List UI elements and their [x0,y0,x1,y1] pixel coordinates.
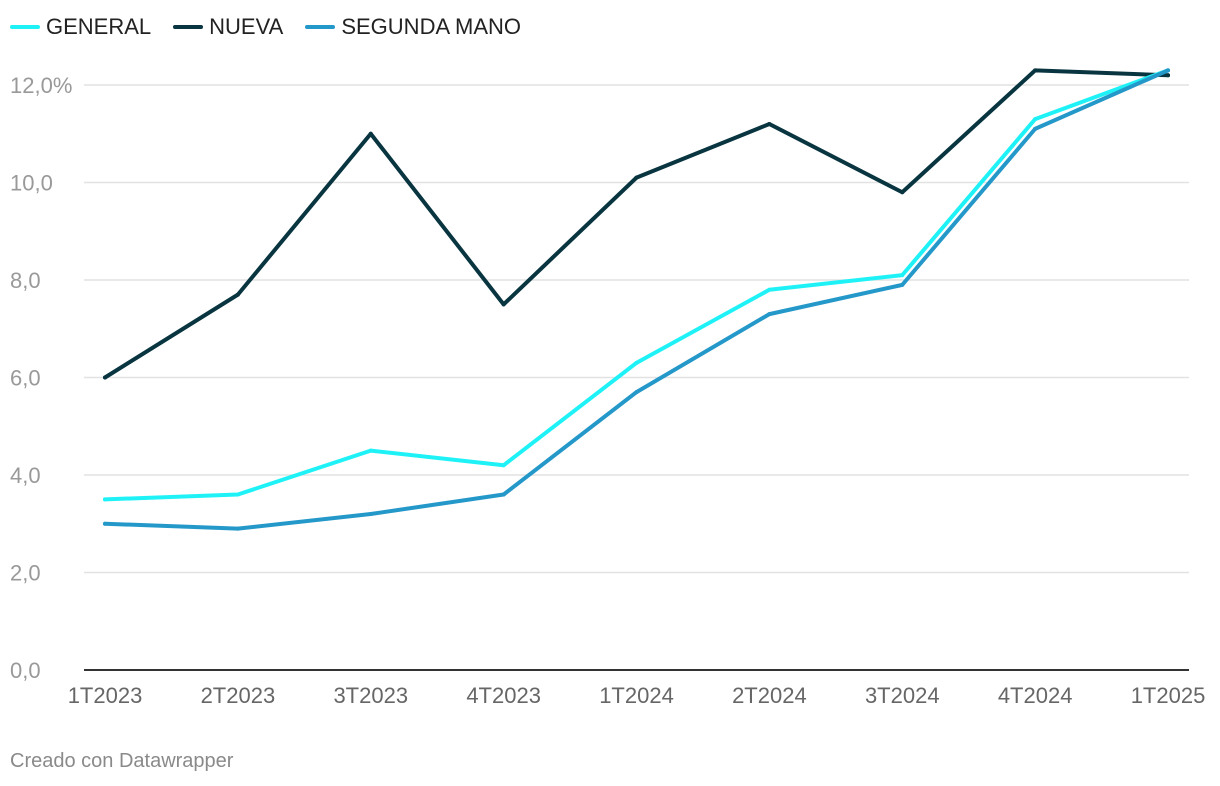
data-point [103,497,107,502]
y-axis-ticks: 0,0 2,0 4,0 6,0 8,0 10,0 12,0% [10,73,72,683]
data-point [634,360,639,365]
x-tick-label: 1T2025 [1131,683,1206,708]
data-point [501,463,506,468]
y-tick-label: 6,0 [10,366,41,391]
x-tick-label: 1T2023 [68,683,143,708]
legend-swatch-segunda-mano [305,25,336,29]
legend: GENERAL NUEVA SEGUNDA MANO [10,14,521,40]
grid-lines [84,84,1189,574]
data-point [368,512,373,516]
data-point [1033,117,1038,122]
legend-swatch-general [10,25,40,29]
x-tick-label: 3T2024 [865,683,940,708]
legend-label-nueva: NUEVA [209,14,284,39]
legend-label-general: GENERAL [46,14,152,39]
data-point [900,190,905,195]
series-lines [103,68,1170,531]
data-point [103,521,107,526]
series-line-segunda-mano [103,68,1170,531]
x-tick-label: 1T2024 [599,683,674,708]
footer-credit: Creado con Datawrapper [10,750,234,772]
data-point [1166,68,1170,73]
legend-item-nueva: NUEVA [173,14,283,40]
series-line-general [103,68,1170,502]
data-point [501,492,506,497]
y-tick-label: 10,0 [10,171,53,196]
y-tick-label: 2,0 [10,561,41,586]
y-tick-label: 12,0% [10,73,72,98]
data-point [235,492,240,497]
data-point [900,273,905,278]
line-chart: 0,0 2,0 4,0 6,0 8,0 10,0 12,0% 1T2023 2T2023 3T2… [10,68,1206,708]
data-point [1033,126,1038,131]
data-point [1166,73,1170,78]
legend-swatch-nueva [173,25,204,29]
data-point [368,448,373,453]
x-tick-label: 2T2024 [732,683,807,708]
y-tick-label: 0,0 [10,658,41,683]
data-point [634,390,639,395]
data-point [767,122,772,126]
legend-item-general: GENERAL [10,14,151,40]
x-tick-label: 3T2023 [333,683,408,708]
x-tick-label: 2T2023 [201,683,276,708]
data-point [235,292,240,297]
x-tick-label: 4T2023 [466,683,541,708]
series-line-nueva [103,68,1170,380]
data-point [767,287,772,292]
legend-item-segunda-mano: SEGUNDA MANO [305,14,521,40]
data-point [368,131,373,136]
data-point [103,375,107,380]
y-tick-label: 8,0 [10,268,41,293]
x-axis-ticks: 1T2023 2T2023 3T2023 4T2023 1T2024 2T2024 3T20… [68,683,1206,708]
legend-label-segunda-mano: SEGUNDA MANO [341,14,522,39]
data-point [767,312,772,317]
x-tick-label: 4T2024 [998,683,1073,708]
data-point [235,526,240,531]
data-point [1033,68,1038,73]
data-point [900,282,905,287]
y-tick-label: 4,0 [10,463,41,488]
data-point [634,175,639,180]
data-point [501,302,506,307]
